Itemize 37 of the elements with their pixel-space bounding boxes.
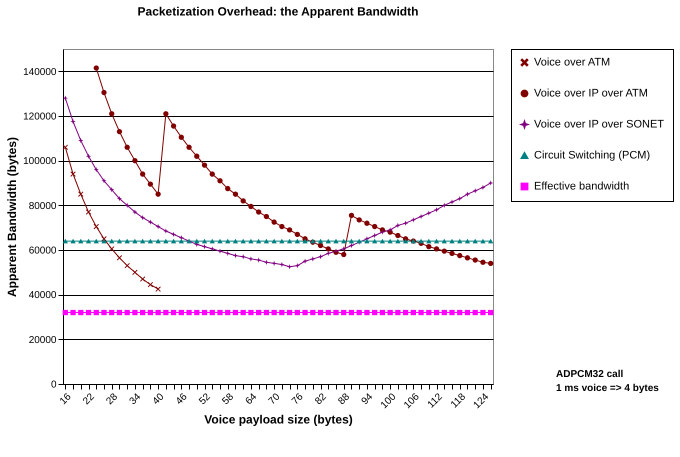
y-tick-label: 40000 [28, 290, 57, 302]
x-tick-label: 100 [378, 391, 399, 412]
x-tick-label: 82 [313, 391, 330, 408]
y-tick-label: 20000 [28, 334, 57, 346]
x-tick-label: 16 [58, 391, 74, 408]
legend-label: Voice over IP over ATM [534, 88, 648, 100]
y-axis-title: Apparent Bandwidth (bytes) [5, 136, 20, 298]
x-tick-label: 22 [81, 391, 98, 408]
x-tick-label: 106 [402, 391, 422, 412]
x-tick-label: 94 [360, 391, 376, 408]
y-tick-label: 80000 [28, 200, 57, 212]
chart-title: Packetization Overhead: the Apparent Bandwidth [138, 4, 418, 18]
x-tick-label: 112 [426, 391, 446, 411]
text: 1 ms voice => 4 bytes [556, 382, 659, 396]
x-tick-label: 118 [448, 391, 468, 411]
x-tick-label: 70 [266, 391, 283, 408]
x-tick-label: 52 [197, 391, 214, 408]
x-tick-label: 58 [220, 391, 236, 408]
legend-label: Circuit Switching (PCM) [534, 150, 650, 162]
y-tick-label: 120000 [23, 112, 57, 122]
text: ADPCM32 call [556, 368, 624, 382]
y-tick-label: 0 [50, 380, 57, 390]
legend-label: Voice over IP over SONET [534, 118, 664, 130]
legend-label: Effective bandwidth [534, 180, 630, 192]
y-tick-label: 100000 [23, 156, 57, 168]
x-tick-label: 64 [244, 391, 260, 408]
x-tick-label: 46 [174, 391, 190, 408]
x-tick-label: 34 [128, 391, 144, 408]
x-tick-label: 88 [336, 391, 352, 408]
y-tick-label: 60000 [28, 246, 57, 256]
legend-label: Voice over ATM [534, 56, 610, 68]
x-axis-title: Voice payload size (bytes) [204, 412, 353, 426]
y-tick-label: 140000 [23, 66, 57, 78]
x-tick-label: 76 [290, 391, 306, 408]
x-tick-label: 28 [104, 391, 120, 408]
x-tick-label: 40 [150, 391, 167, 408]
x-tick-label: 124 [472, 391, 492, 412]
